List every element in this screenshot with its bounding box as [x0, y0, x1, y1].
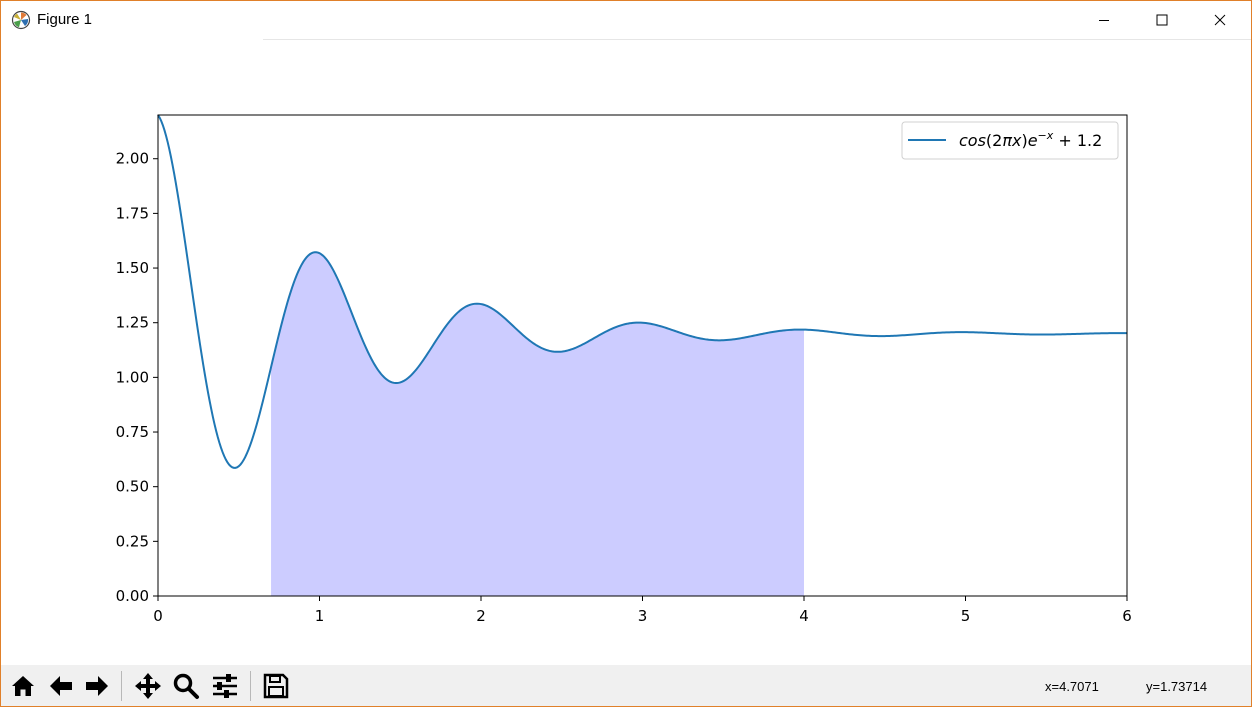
configure-subplots-button[interactable]: [208, 670, 242, 702]
back-button[interactable]: [45, 670, 77, 702]
x-tick-label: 4: [799, 607, 809, 625]
title-bar[interactable]: Figure 1: [1, 1, 1251, 39]
floppy-disk-icon: [263, 673, 289, 699]
toolbar-separator: [250, 671, 251, 701]
pan-button[interactable]: [131, 670, 165, 702]
line-chart[interactable]: 0 1 2 3 4 5 6 0.00 0.25 0.50 0.75 1.00 1.25 1.50 1.75…: [1, 40, 1251, 665]
y-tick-label: 1.00: [116, 368, 149, 386]
window-title: Figure 1: [37, 11, 93, 28]
y-tick-label: 2.00: [116, 150, 149, 168]
home-button[interactable]: [7, 670, 39, 702]
x-tick-label: 1: [315, 607, 325, 625]
y-tick-label: 0.25: [116, 532, 149, 550]
legend: cos(2πx)e−x + 1.2: [901, 121, 1119, 160]
move-icon: [135, 673, 161, 699]
y-tick-label: 0.75: [116, 423, 149, 441]
navigation-toolbar: x=4.7071 y=1.73714: [1, 665, 1251, 706]
x-tick-label: 2: [476, 607, 486, 625]
y-tick-label: 1.75: [116, 204, 149, 222]
close-button[interactable]: [1191, 1, 1249, 39]
maximize-icon: [1156, 14, 1168, 26]
save-button[interactable]: [260, 670, 292, 702]
maximize-button[interactable]: [1133, 1, 1191, 39]
legend-box: [901, 121, 1119, 160]
figure-canvas[interactable]: 0 1 2 3 4 5 6 0.00 0.25 0.50 0.75 1.00 1.25 1.50 1.75…: [1, 40, 1251, 665]
cursor-y-readout: y=1.73714: [1146, 679, 1208, 694]
series-line: [157, 114, 1127, 469]
x-tick-label: 0: [153, 607, 163, 625]
y-axis: 0.00 0.25 0.50 0.75 1.00 1.25 1.50 1.75 2.00: [116, 150, 158, 605]
x-axis: 0 1 2 3 4 5 6: [153, 596, 1132, 625]
y-tick-label: 1.50: [116, 259, 149, 277]
zoom-button[interactable]: [169, 670, 203, 702]
y-tick-label: 0.00: [116, 587, 149, 605]
forward-button[interactable]: [81, 670, 113, 702]
magnifier-icon: [173, 673, 199, 699]
close-icon: [1214, 14, 1226, 26]
fill-between-area: [271, 252, 804, 596]
arrow-left-icon: [50, 676, 72, 696]
matplotlib-logo-icon: [11, 10, 31, 30]
cursor-x-readout: x=4.7071: [1045, 679, 1099, 694]
arrow-right-icon: [86, 676, 108, 696]
y-tick-label: 1.25: [116, 314, 149, 332]
toolbar-separator: [121, 671, 122, 701]
legend-label: cos(2πx)e−x + 1.2: [959, 129, 1102, 150]
x-tick-label: 3: [638, 607, 648, 625]
x-tick-label: 6: [1122, 607, 1132, 625]
minimize-button[interactable]: [1075, 1, 1133, 39]
home-icon: [12, 676, 34, 696]
x-tick-label: 5: [961, 607, 971, 625]
axes-frame: [157, 114, 1128, 597]
title-divider: [263, 39, 1251, 40]
minimize-icon: [1099, 20, 1109, 21]
y-tick-label: 0.50: [116, 478, 149, 496]
sliders-icon: [213, 674, 237, 698]
